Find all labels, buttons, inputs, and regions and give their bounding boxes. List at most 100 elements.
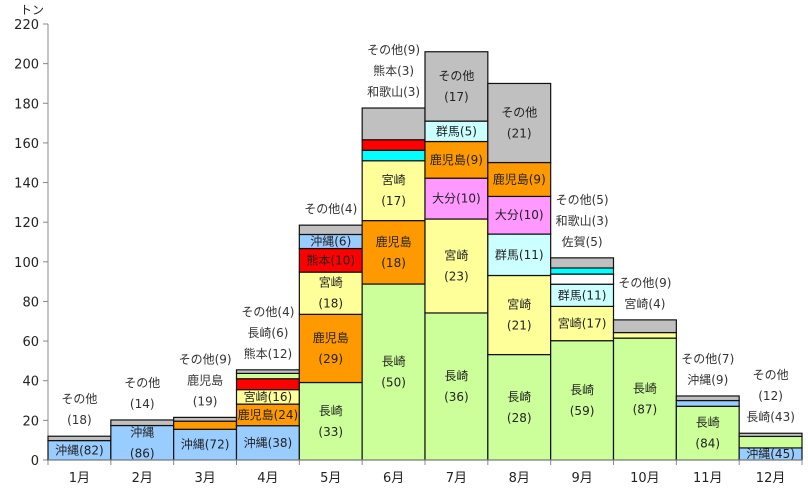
outside-label: 沖縄(9) bbox=[687, 372, 728, 387]
data-label: 宮崎(17) bbox=[558, 316, 607, 331]
outside-label: (19) bbox=[193, 394, 218, 408]
outside-label: 熊本(12) bbox=[244, 346, 293, 361]
bar-group-9: 長崎 (59) 宮崎(17) 群馬(11) その他(5) 和歌山(3) 佐賀(5) bbox=[550, 193, 615, 461]
x-tick-label: 2月 bbox=[132, 471, 153, 486]
outside-label: その他(4) bbox=[304, 202, 357, 216]
outside-label: (12) bbox=[758, 389, 783, 403]
bar-segment bbox=[738, 432, 803, 438]
y-tick-label: 40 bbox=[22, 375, 39, 390]
data-label: (23) bbox=[444, 269, 469, 283]
data-label: 沖縄 bbox=[130, 424, 154, 439]
data-label: 大分(10) bbox=[495, 208, 544, 222]
outside-label: その他(5) bbox=[556, 193, 609, 207]
bar-segment bbox=[361, 107, 426, 141]
bar-segment bbox=[235, 369, 300, 374]
x-tick-label: 11月 bbox=[693, 471, 723, 486]
bar-segment bbox=[235, 372, 300, 380]
data-label: 宮崎 bbox=[319, 275, 343, 290]
data-label: 群馬(11) bbox=[558, 288, 607, 302]
data-label: 鹿児島 bbox=[313, 330, 349, 345]
data-label: (28) bbox=[507, 411, 532, 425]
bar-segment bbox=[361, 149, 426, 162]
bar-segment bbox=[173, 420, 238, 430]
bar-segment bbox=[298, 313, 363, 384]
outside-label: 宮崎(4) bbox=[624, 296, 665, 311]
data-label: 長崎 bbox=[633, 382, 657, 396]
bar-segment bbox=[675, 405, 740, 461]
data-label: (18) bbox=[318, 297, 343, 311]
bar-group-7: 長崎 (36) 宮崎 (23) 大分(10) 鹿児島(9) 群馬(5) その他 (17) bbox=[424, 51, 489, 461]
bar-group-3: 沖縄(72) その他(9) 鹿児島 (19) bbox=[173, 352, 238, 461]
data-label: (18) bbox=[381, 256, 406, 270]
data-label: 群馬(11) bbox=[495, 248, 544, 262]
bar-segment bbox=[487, 161, 552, 198]
data-label: 長崎 bbox=[319, 404, 343, 418]
bar-segment bbox=[738, 435, 803, 449]
bar-group-12: 沖縄(45) その他 (12) 長崎(43) bbox=[738, 368, 803, 461]
bar-segment bbox=[487, 274, 552, 356]
data-label: (86) bbox=[130, 446, 155, 460]
bar-segment bbox=[424, 51, 489, 122]
data-label: 宮崎 bbox=[507, 297, 531, 312]
data-label: 沖縄(72) bbox=[181, 437, 230, 452]
data-label: その他 bbox=[501, 105, 537, 119]
y-tick-label: 60 bbox=[22, 335, 39, 350]
bars: 沖縄(82) その他 (18) 沖縄 (86) その他 (14) 沖縄(72) その他(9) 鹿児… bbox=[47, 43, 803, 461]
y-axis-unit-label: トン bbox=[20, 3, 44, 17]
data-label: 長崎 bbox=[382, 355, 406, 369]
x-tick-label: 3月 bbox=[194, 471, 215, 486]
bar-segment bbox=[361, 139, 426, 151]
y-axis: 0 20 40 60 80 100 120 140 160 180 200 220 bbox=[14, 18, 49, 469]
data-label: (87) bbox=[633, 403, 658, 417]
outside-label: その他(9) bbox=[367, 43, 420, 57]
x-tick-label: 9月 bbox=[571, 471, 592, 486]
data-label: 宮崎(16) bbox=[244, 389, 293, 404]
bar-segment bbox=[550, 267, 615, 275]
y-tick-label: 180 bbox=[14, 97, 39, 112]
y-tick-label: 100 bbox=[14, 256, 39, 271]
x-tick-label: 10月 bbox=[630, 471, 660, 486]
bar-segment bbox=[675, 399, 740, 407]
x-tick-label: 1月 bbox=[69, 471, 90, 486]
bar-segment bbox=[487, 233, 552, 277]
x-axis: 1月 2月 3月 4月 5月 6月 7月 8月 9月 10月 11月 12月 bbox=[47, 459, 803, 486]
data-label: (29) bbox=[318, 352, 343, 366]
bar-segment bbox=[612, 319, 677, 334]
x-tick-label: 7月 bbox=[446, 471, 467, 486]
outside-label: その他 bbox=[753, 368, 789, 382]
outside-label: 和歌山(3) bbox=[367, 84, 420, 99]
bar-segment bbox=[550, 273, 615, 285]
bar-group-4: 沖縄(38) 鹿児島(24) 宮崎(16) その他(4) 長崎(6) 熊本(12) bbox=[235, 305, 300, 461]
y-tick-label: 0 bbox=[31, 454, 39, 469]
outside-label: その他 bbox=[61, 392, 97, 406]
bar-segment bbox=[235, 378, 300, 391]
bar-segment bbox=[298, 224, 363, 236]
x-tick-label: 6月 bbox=[383, 471, 404, 486]
data-label: その他 bbox=[438, 69, 474, 83]
bar-segment bbox=[424, 177, 489, 220]
outside-label: 長崎(43) bbox=[746, 410, 795, 424]
data-label: 沖縄(82) bbox=[55, 442, 104, 457]
data-label: (36) bbox=[444, 390, 469, 404]
data-label: 長崎 bbox=[570, 383, 594, 397]
x-tick-label: 5月 bbox=[320, 471, 341, 486]
bar-segment bbox=[424, 218, 489, 314]
data-label: 長崎 bbox=[444, 369, 468, 383]
bar-segment bbox=[612, 337, 677, 461]
data-label: 大分(10) bbox=[432, 192, 481, 206]
bar-segment bbox=[361, 219, 426, 285]
bar-segment bbox=[487, 82, 552, 164]
bar-segment bbox=[550, 340, 615, 461]
outside-label: その他(4) bbox=[241, 305, 294, 319]
outside-label: 熊本(3) bbox=[373, 63, 414, 78]
bar-segment bbox=[361, 283, 426, 461]
x-tick-label: 4月 bbox=[257, 471, 278, 486]
outside-label: 鹿児島 bbox=[187, 372, 223, 387]
y-tick-label: 20 bbox=[22, 414, 39, 429]
data-label: 沖縄(45) bbox=[746, 446, 795, 461]
data-label: 鹿児島(9) bbox=[493, 171, 546, 186]
data-label: 沖縄(6) bbox=[310, 234, 351, 249]
bar-segment bbox=[361, 160, 426, 222]
bar-segment bbox=[424, 312, 489, 461]
